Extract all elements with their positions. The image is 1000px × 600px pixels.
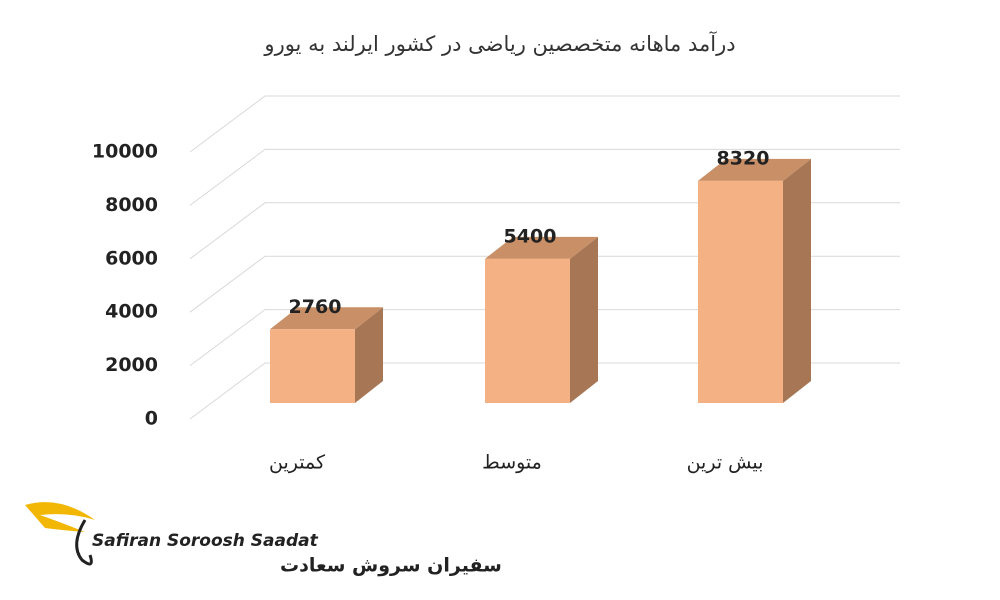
y-tick-label: 4000 — [105, 301, 158, 323]
bar — [270, 329, 355, 403]
grid-line — [189, 148, 900, 206]
data-label: 8320 — [717, 147, 770, 169]
bar-top — [485, 236, 598, 259]
x-tick-label: کمترین — [269, 452, 326, 474]
bar — [485, 258, 570, 403]
y-tick-label: 10000 — [92, 141, 158, 163]
x-tick-label: متوسط — [482, 452, 542, 474]
bar-top — [698, 158, 811, 181]
grid-line — [189, 255, 900, 313]
bar — [698, 180, 783, 403]
grid-line — [189, 202, 900, 260]
data-label: 5400 — [504, 225, 557, 247]
y-tick-label: 6000 — [105, 247, 158, 269]
y-tick-label: 8000 — [105, 194, 158, 216]
logo-latin: Safiran Soroosh Saadat — [92, 531, 319, 551]
x-tick-label: بیش ترین — [687, 452, 764, 474]
grid-line — [189, 309, 900, 367]
logo: Safiran Soroosh Saadat سفیران سروش سعادت — [25, 502, 502, 577]
grid-line — [189, 95, 900, 153]
bar-top — [270, 307, 383, 330]
logo-persian: سفیران سروش سعادت — [280, 555, 502, 577]
bar-side — [783, 158, 811, 403]
logo-neck — [75, 519, 93, 566]
grid-line — [189, 362, 900, 420]
bar-side — [355, 307, 383, 403]
data-label: 2760 — [289, 296, 342, 318]
y-tick-label: 0 — [145, 408, 158, 430]
logo-wing — [25, 502, 95, 532]
chart-title: درآمد ماهانه متخصصین ریاضی در کشور ایرلن… — [263, 31, 735, 56]
y-tick-label: 2000 — [105, 354, 158, 376]
bar-side — [570, 236, 598, 403]
